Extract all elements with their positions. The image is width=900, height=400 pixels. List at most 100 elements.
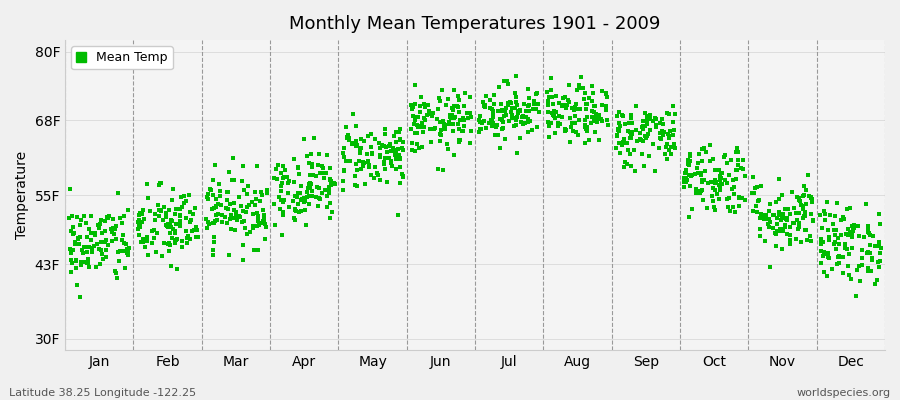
Point (625, 130, 639, 137)
Point (248, 202, 263, 209)
Point (831, 234, 845, 241)
Point (804, 195, 818, 201)
Point (360, 132, 374, 139)
Point (610, 113, 625, 120)
Point (572, 85, 587, 91)
Point (725, 186, 740, 192)
Point (562, 114, 577, 121)
Point (149, 248, 164, 255)
Point (232, 213, 247, 220)
Point (521, 116, 535, 122)
Point (516, 113, 530, 120)
Point (318, 187, 332, 193)
Point (477, 118, 491, 124)
Point (585, 83, 599, 89)
Point (643, 116, 657, 122)
Point (429, 116, 444, 122)
Y-axis label: Temperature: Temperature (15, 151, 29, 239)
Point (140, 194, 155, 201)
Point (201, 191, 215, 197)
Point (277, 166, 292, 173)
Point (791, 226, 806, 232)
Point (209, 212, 223, 218)
Point (624, 128, 638, 135)
Point (640, 133, 654, 140)
Point (66, 231, 80, 238)
Point (770, 228, 784, 234)
Point (310, 203, 325, 210)
Point (745, 173, 760, 180)
Point (224, 212, 238, 218)
Point (505, 104, 519, 111)
Point (67, 230, 81, 236)
Point (694, 170, 708, 176)
Point (229, 211, 243, 217)
Point (648, 115, 662, 122)
Point (341, 132, 356, 138)
Point (489, 124, 503, 130)
Point (612, 127, 626, 134)
Point (414, 94, 428, 100)
Point (140, 181, 155, 187)
Point (413, 108, 428, 115)
Point (708, 167, 723, 173)
Point (770, 221, 784, 227)
Point (319, 170, 333, 177)
Point (515, 114, 529, 121)
Point (178, 215, 193, 222)
Point (245, 199, 259, 206)
Point (88, 232, 103, 238)
Point (871, 259, 886, 265)
Point (618, 159, 633, 166)
Point (96, 256, 111, 263)
Point (772, 208, 787, 215)
Point (501, 102, 516, 108)
Point (256, 212, 271, 218)
Point (121, 206, 135, 213)
Point (432, 95, 446, 101)
Point (98, 218, 112, 224)
Point (663, 151, 678, 157)
Point (722, 172, 736, 178)
Point (80, 258, 94, 265)
Point (580, 100, 595, 107)
Point (121, 252, 135, 259)
Point (730, 145, 744, 152)
Point (817, 249, 832, 255)
Point (530, 124, 544, 130)
Point (775, 215, 789, 221)
Point (241, 202, 256, 208)
Point (435, 87, 449, 93)
Point (302, 180, 317, 186)
Point (693, 190, 707, 196)
Point (268, 166, 283, 172)
Point (272, 194, 286, 200)
Point (337, 167, 351, 173)
Point (310, 193, 324, 200)
Point (508, 90, 523, 96)
Point (65, 213, 79, 220)
Point (106, 231, 121, 237)
Point (599, 94, 614, 100)
Point (792, 224, 806, 231)
Point (706, 204, 721, 210)
Point (842, 229, 857, 235)
Point (778, 216, 793, 222)
Point (173, 219, 187, 225)
Point (275, 199, 290, 206)
Point (153, 180, 167, 186)
Point (541, 98, 555, 104)
Point (542, 123, 556, 129)
Point (180, 240, 194, 246)
Point (805, 199, 819, 205)
Point (405, 147, 419, 153)
Point (521, 86, 535, 92)
Point (114, 220, 129, 226)
Point (714, 169, 728, 176)
Point (577, 96, 591, 102)
Point (179, 240, 194, 246)
Point (176, 193, 191, 199)
Point (324, 181, 338, 188)
Point (436, 118, 450, 124)
Point (816, 208, 831, 215)
